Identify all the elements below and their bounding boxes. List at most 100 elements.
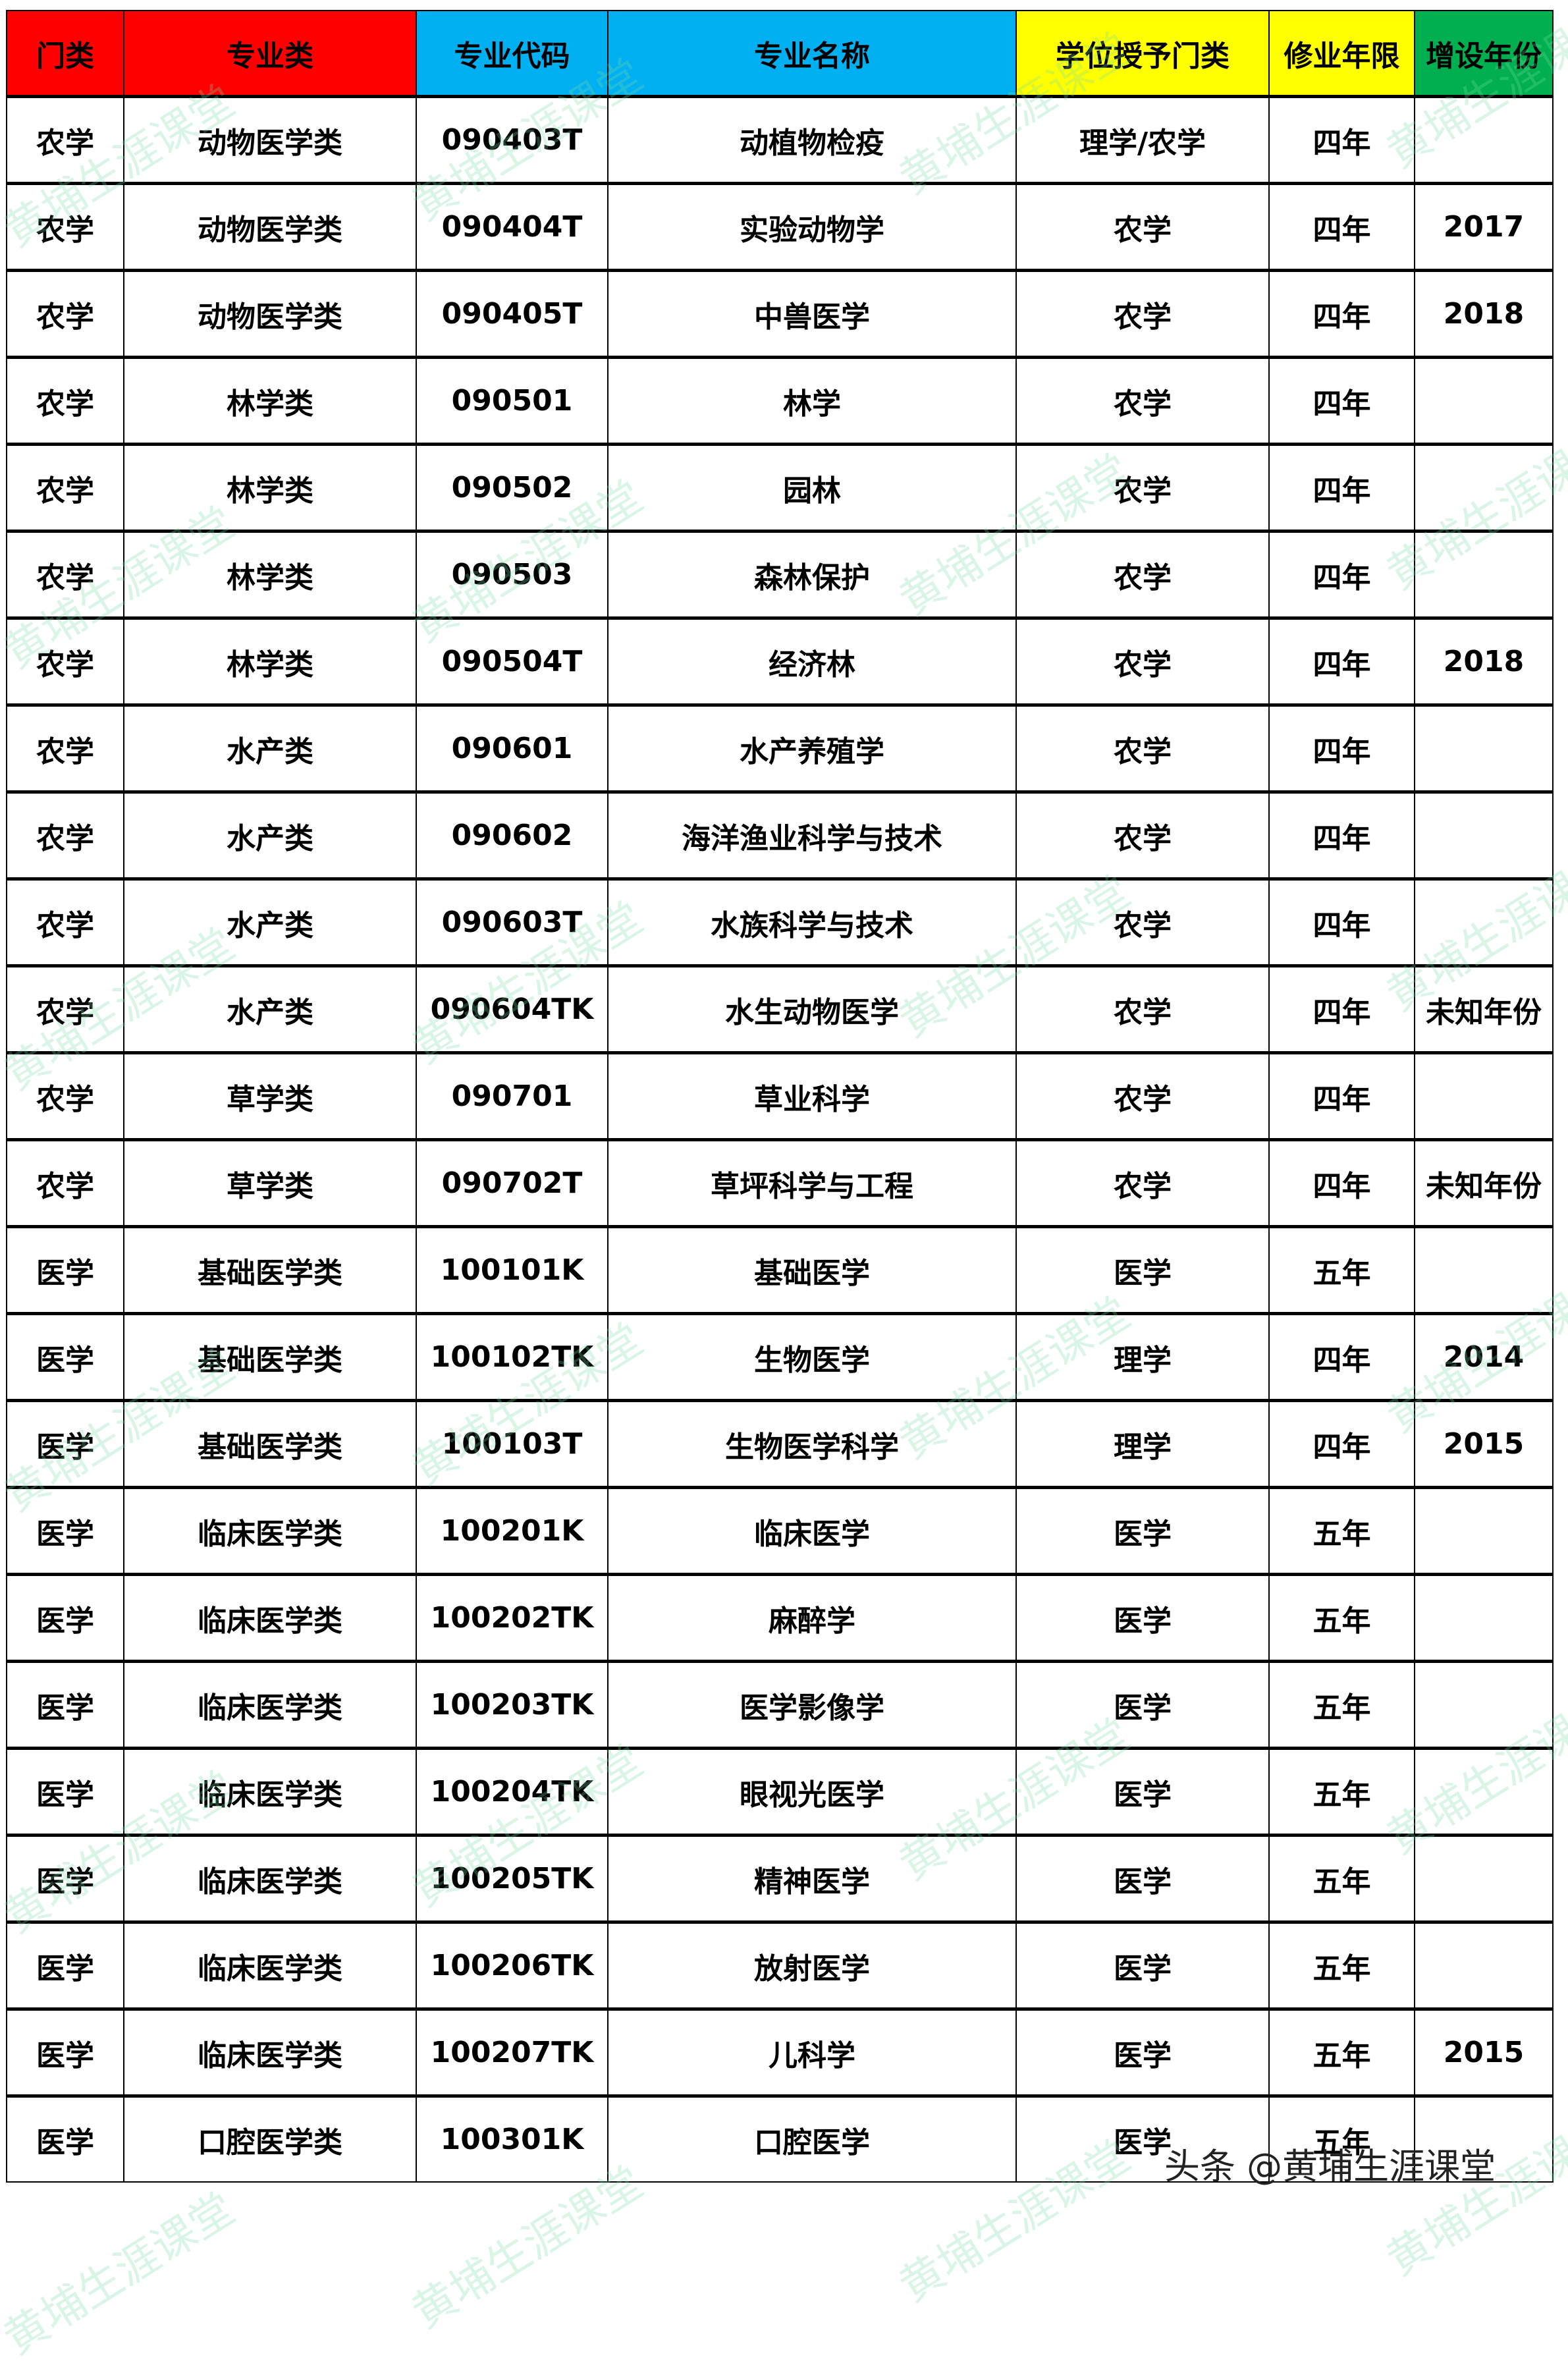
cell-major-code: 100207TK (416, 2007, 608, 2097)
cell-major-name: 中兽医学 (607, 269, 1017, 358)
cell-year-added: 2017 (1414, 182, 1554, 271)
cell-category: 农学 (6, 1138, 124, 1228)
footer-credit: 头条 @黄埔生涯课堂 (1164, 2146, 1496, 2187)
cell-major-name: 实验动物学 (607, 182, 1017, 271)
cell-degree-category: 医学 (1015, 2094, 1270, 2183)
cell-category: 医学 (6, 1660, 124, 1749)
cell-duration: 四年 (1268, 1312, 1415, 1401)
cell-duration: 四年 (1268, 703, 1415, 793)
cell-degree-category: 理学 (1015, 1312, 1270, 1401)
cell-year-added (1414, 1920, 1554, 2010)
cell-duration: 五年 (1268, 1486, 1415, 1575)
cell-duration: 四年 (1268, 877, 1415, 967)
table-row: 医学 临床医学类 100207TK 儿科学 医学 五年 2015 (6, 2007, 1554, 2097)
cell-major-class: 临床医学类 (123, 1660, 417, 1749)
cell-duration: 四年 (1268, 182, 1415, 271)
cell-category: 农学 (6, 703, 124, 793)
cell-year-added (1414, 1225, 1554, 1315)
cell-duration: 四年 (1268, 1399, 1415, 1488)
cell-category: 农学 (6, 356, 124, 445)
cell-category: 农学 (6, 877, 124, 967)
cell-degree-category: 农学 (1015, 182, 1270, 271)
header-row: 门类 专业类 专业代码 专业名称 学位授予门类 修业年限 增设年份 (6, 10, 1554, 97)
cell-major-name: 生物医学科学 (607, 1399, 1017, 1488)
cell-major-code: 100203TK (416, 1660, 608, 1749)
cell-major-class: 临床医学类 (123, 1747, 417, 1836)
cell-duration: 四年 (1268, 616, 1415, 706)
cell-major-code: 100202TK (416, 1573, 608, 1662)
cell-duration: 五年 (1268, 1920, 1415, 2010)
cell-major-class: 口腔医学类 (123, 2094, 417, 2183)
table-row: 农学 动物医学类 090404T 实验动物学 农学 四年 2017 (6, 182, 1554, 271)
table-row: 医学 临床医学类 100202TK 麻醉学 医学 五年 (6, 1573, 1554, 1662)
cell-degree-category: 医学 (1015, 1573, 1270, 1662)
cell-year-added (1414, 1573, 1554, 1662)
watermark-text: 黄埔生涯课堂 (0, 2183, 244, 2365)
cell-degree-category: 医学 (1015, 1920, 1270, 2010)
cell-category: 医学 (6, 1486, 124, 1575)
cell-year-added (1414, 95, 1554, 184)
cell-year-added (1414, 356, 1554, 445)
cell-major-code: 090403T (416, 95, 608, 184)
header-major-class: 专业类 (123, 10, 417, 97)
cell-category: 农学 (6, 964, 124, 1054)
cell-year-added: 2015 (1414, 1399, 1554, 1488)
table-row: 医学 临床医学类 100201K 临床医学 医学 五年 (6, 1486, 1554, 1575)
header-duration: 修业年限 (1268, 10, 1415, 97)
cell-major-name: 临床医学 (607, 1486, 1017, 1575)
cell-major-name: 海洋渔业科学与技术 (607, 790, 1017, 880)
cell-major-name: 生物医学 (607, 1312, 1017, 1401)
cell-major-name: 园林 (607, 443, 1017, 532)
cell-major-class: 草学类 (123, 1138, 417, 1228)
cell-duration: 四年 (1268, 1138, 1415, 1228)
cell-category: 医学 (6, 1920, 124, 2010)
header-major-name: 专业名称 (607, 10, 1017, 97)
cell-major-name: 儿科学 (607, 2007, 1017, 2097)
cell-major-class: 林学类 (123, 443, 417, 532)
cell-major-name: 水产养殖学 (607, 703, 1017, 793)
table-row: 医学 临床医学类 100203TK 医学影像学 医学 五年 (6, 1660, 1554, 1749)
cell-year-added (1414, 2094, 1554, 2183)
cell-degree-category: 农学 (1015, 877, 1270, 967)
cell-major-class: 水产类 (123, 964, 417, 1054)
cell-degree-category: 医学 (1015, 1486, 1270, 1575)
cell-year-added: 未知年份 (1414, 1138, 1554, 1228)
cell-major-class: 基础医学类 (123, 1225, 417, 1315)
cell-degree-category: 农学 (1015, 530, 1270, 619)
header-major-code: 专业代码 (416, 10, 608, 97)
cell-degree-category: 农学 (1015, 790, 1270, 880)
cell-year-added (1414, 877, 1554, 967)
table-row: 医学 基础医学类 100101K 基础医学 医学 五年 (6, 1225, 1554, 1315)
cell-category: 农学 (6, 530, 124, 619)
cell-year-added: 2018 (1414, 269, 1554, 358)
table-row: 医学 基础医学类 100103T 生物医学科学 理学 四年 2015 (6, 1399, 1554, 1488)
cell-major-class: 林学类 (123, 530, 417, 619)
header-category: 门类 (6, 10, 124, 97)
cell-year-added: 2014 (1414, 1312, 1554, 1401)
cell-major-class: 动物医学类 (123, 95, 417, 184)
table-row: 农学 林学类 090501 林学 农学 四年 (6, 356, 1554, 445)
cell-category: 医学 (6, 1573, 124, 1662)
cell-major-code: 090601 (416, 703, 608, 793)
cell-degree-category: 农学 (1015, 1138, 1270, 1228)
cell-degree-category: 理学/农学 (1015, 95, 1270, 184)
cell-major-class: 水产类 (123, 877, 417, 967)
cell-major-class: 水产类 (123, 790, 417, 880)
cell-major-class: 基础医学类 (123, 1312, 417, 1401)
table-row: 农学 水产类 090602 海洋渔业科学与技术 农学 四年 (6, 790, 1554, 880)
cell-major-name: 水族科学与技术 (607, 877, 1017, 967)
cell-major-code: 090404T (416, 182, 608, 271)
cell-duration: 五年 (1268, 1747, 1415, 1836)
cell-major-name: 草坪科学与工程 (607, 1138, 1017, 1228)
cell-major-class: 动物医学类 (123, 269, 417, 358)
table-row: 农学 林学类 090503 森林保护 农学 四年 (6, 530, 1554, 619)
cell-degree-category: 农学 (1015, 1051, 1270, 1141)
cell-duration: 四年 (1268, 443, 1415, 532)
cell-duration: 四年 (1268, 964, 1415, 1054)
cell-major-class: 林学类 (123, 616, 417, 706)
cell-major-code: 100201K (416, 1486, 608, 1575)
majors-table: 门类 专业类 专业代码 专业名称 学位授予门类 修业年限 增设年份 农学 动物医学类 090403… (6, 10, 1554, 2183)
cell-category: 医学 (6, 1225, 124, 1315)
cell-major-class: 动物医学类 (123, 182, 417, 271)
cell-year-added: 2015 (1414, 2007, 1554, 2097)
